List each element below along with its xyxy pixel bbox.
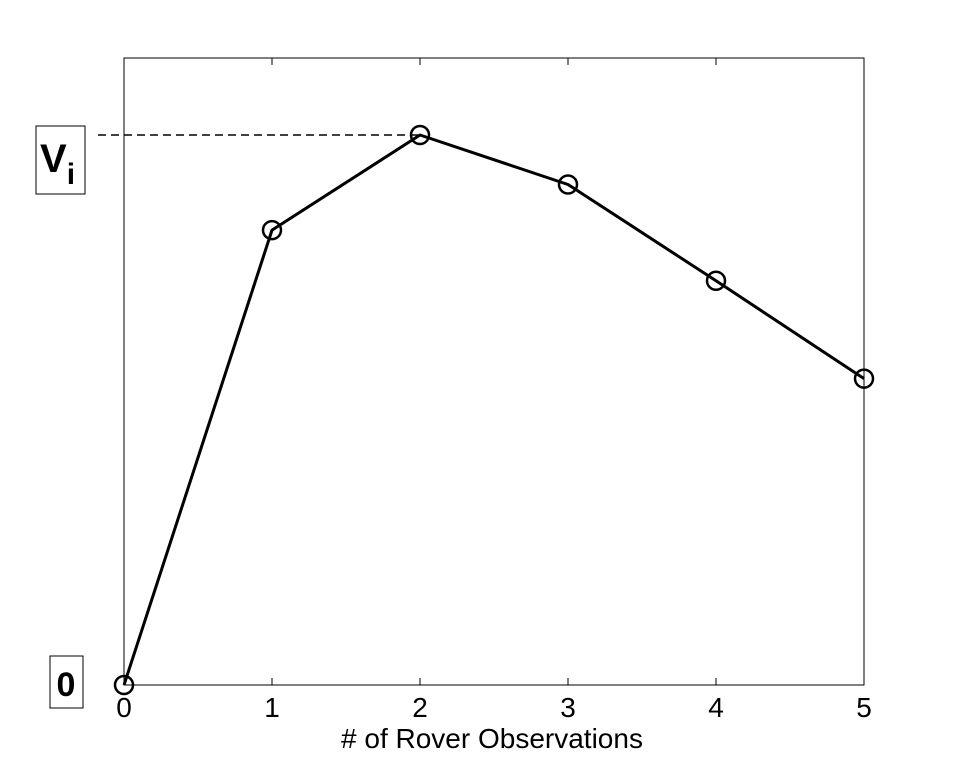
data-point-2 <box>409 124 431 146</box>
svg-text:Vi: Vi <box>40 137 75 191</box>
x-tick-label: 1 <box>264 692 280 723</box>
data-point-0 <box>113 674 135 696</box>
vi-label-box: Vi <box>35 125 86 195</box>
vi-label: V <box>40 137 67 181</box>
x-ticks: 0 1 2 3 4 5 <box>116 58 872 723</box>
x-tick-label: 5 <box>856 692 872 723</box>
plot-area-frame <box>123 57 865 686</box>
series-markers <box>113 124 875 696</box>
zero-label: 0 <box>57 666 76 704</box>
data-point-5 <box>853 368 875 389</box>
zero-label-box: 0 <box>49 655 84 709</box>
x-tick-label: 4 <box>708 692 724 723</box>
x-axis-label: # of Rover Observations <box>341 723 643 754</box>
x-tick-label: 2 <box>412 692 428 723</box>
data-point-1 <box>261 219 283 241</box>
data-point-4 <box>705 270 727 291</box>
vi-subscript: i <box>67 158 75 191</box>
x-tick-label: 0 <box>116 692 132 723</box>
series-line <box>122 133 865 686</box>
data-point-3 <box>557 174 579 195</box>
x-tick-label: 3 <box>560 692 576 723</box>
